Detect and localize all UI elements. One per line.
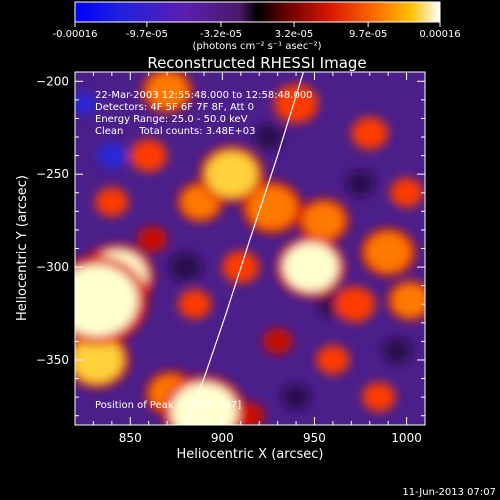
colorbar-tick-label: 9.7e-05 <box>349 29 387 40</box>
heatmap-blob <box>362 382 396 412</box>
x-tick-label: 1000 <box>391 431 422 445</box>
heatmap-blob <box>75 92 98 115</box>
y-tick-label: −300 <box>36 260 69 274</box>
x-tick-label: 950 <box>303 431 326 445</box>
annotation-detectors: Detectors: 4F 5F 6F 7F 8F, Att 0 <box>95 102 254 113</box>
heatmap-blob <box>303 202 344 239</box>
heatmap-blob <box>178 289 212 319</box>
chart-title: Reconstructed RHESSI Image <box>147 54 366 72</box>
heatmap-blob <box>130 139 168 172</box>
y-tick-label: −350 <box>36 353 69 367</box>
heatmap-blob <box>273 84 319 124</box>
x-axis-label: Heliocentric X (arcsec) <box>177 447 324 462</box>
annotation-time-range: 22-Mar-2003 12:55:48.000 to 12:58:48.000 <box>95 90 313 101</box>
footer-timestamp: 11-Jun-2013 07:07 <box>402 487 496 498</box>
colorbar-unit-label: (photons cm⁻² s⁻¹ asec⁻²) <box>192 41 321 52</box>
solar-limb-curve <box>184 72 304 425</box>
x-tick-label: 900 <box>211 431 234 445</box>
colorbar-tick-label: 3.2e-05 <box>275 29 313 40</box>
y-tick-label: −250 <box>36 167 69 181</box>
heatmap-blob <box>351 117 389 150</box>
image-area <box>75 72 425 425</box>
y-axis-label: Heliocentric Y (arcsec) <box>15 175 30 321</box>
colorbar-tick-label: 0.00016 <box>419 29 460 40</box>
colorbar-tick-label: -3.2e-05 <box>200 29 242 40</box>
heatmap-blob <box>137 226 168 253</box>
heatmap-blob <box>170 382 238 425</box>
heatmap-blob <box>281 384 311 411</box>
colorbar: -0.00016 -9.7e-05 -3.2e-05 3.2e-05 9.7e-05 0.… <box>53 1 461 52</box>
annotation-energy-range: Energy Range: 25.0 - 50.0 keV <box>95 114 248 125</box>
heatmap-blob <box>345 170 376 197</box>
heatmap-blob <box>146 72 188 109</box>
annotation-block: 22-Mar-2003 12:55:48.000 to 12:58:48.000… <box>95 90 313 411</box>
heatmap-blob <box>391 284 425 317</box>
heatmap-blob <box>248 186 297 229</box>
heatmap-blob <box>283 242 339 292</box>
heatmap-blob <box>95 187 129 217</box>
x-tick-label: 850 <box>119 431 142 445</box>
heatmap-blob <box>262 328 293 355</box>
axes: 850 900 950 1000 −200 −250 −300 −350 <box>36 72 426 445</box>
heatmap-blob <box>205 151 258 197</box>
heatmap-blob <box>168 252 203 282</box>
heatmap-blob <box>390 178 424 208</box>
heatmap-blob <box>253 124 284 150</box>
heatmap-blob <box>366 232 411 272</box>
heatmap-blob <box>75 337 123 383</box>
colorbar-tick-label: -9.7e-05 <box>126 29 168 40</box>
heatmap-blob <box>316 345 350 375</box>
heatmap-blob <box>382 337 413 364</box>
annotation-clean-counts: Clean Total counts: 3.48E+03 <box>95 126 255 137</box>
heatmap-blob <box>334 286 376 323</box>
y-tick-label: −200 <box>36 74 69 88</box>
heatmap-blob <box>97 142 127 169</box>
colorbar-gradient <box>74 1 441 23</box>
colorbar-tick-label: -0.00016 <box>53 29 98 40</box>
heatmap-blob <box>75 264 138 337</box>
annotation-peak-position: Position of Peak = [837,-197] <box>95 400 241 411</box>
